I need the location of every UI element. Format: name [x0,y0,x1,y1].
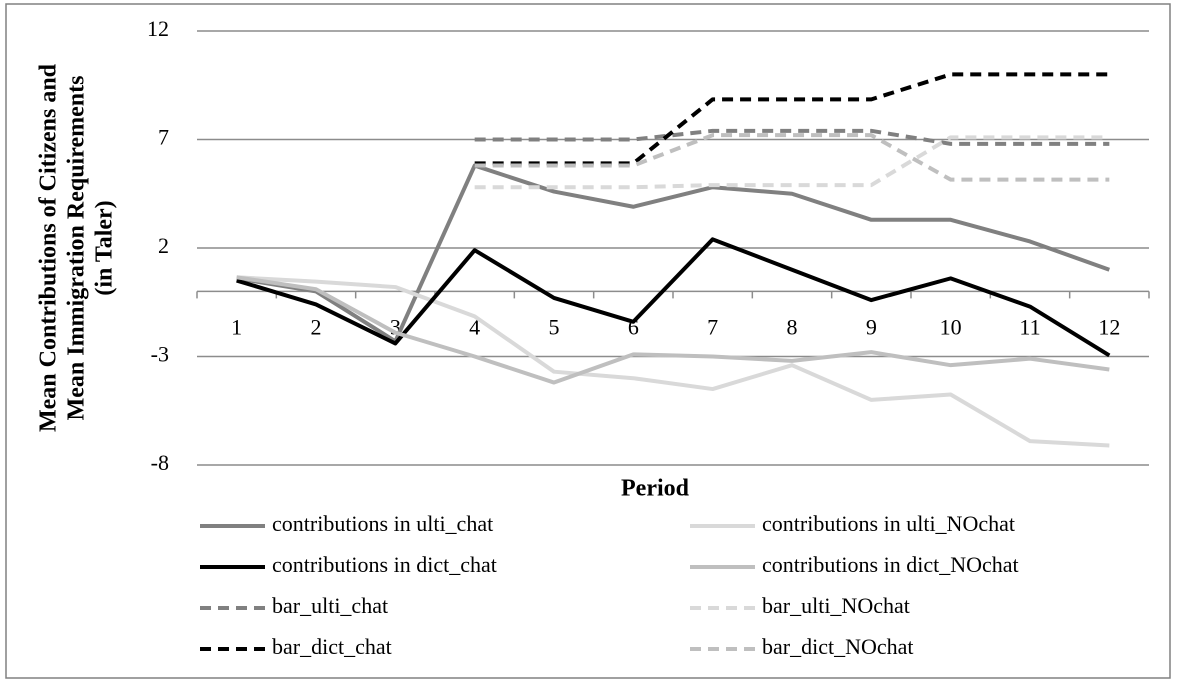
series-line [236,275,1110,385]
x-tick-label: 3 [390,314,401,339]
x-tick-label: 1 [231,314,242,339]
x-tick-label: 5 [549,314,560,339]
legend-label: bar_dict_NOchat [762,634,914,659]
x-tick-label: 6 [628,314,639,339]
legend-label: bar_ulti_chat [272,593,388,618]
x-tick-label: 11 [1019,314,1040,339]
x-tick-label: 4 [469,314,480,339]
legend-label: bar_dict_chat [272,634,392,659]
legend-label: bar_ulti_NOchat [762,593,910,618]
x-tick-label: 12 [1098,314,1120,339]
x-tick-label: 9 [866,314,877,339]
x-tick-label: 7 [707,314,718,339]
y-axis-label: Mean Contributions of Citizens and Mean I… [36,63,118,432]
y-axis-label-line: Mean Immigration Requirements [64,76,90,421]
x-axis-label: Period [621,476,690,502]
y-axis-label-line: (in Taler) [92,200,118,295]
series-line [474,133,1110,182]
x-tick-label: 10 [940,314,962,339]
series-line [236,163,1111,344]
series-line [236,237,1111,358]
y-axis-label-line: Mean Contributions of Citizens and [36,63,62,432]
y-tick-label: -8 [151,450,169,475]
legend-label: contributions in ulti_NOchat [762,511,1015,536]
x-tick-label: 8 [787,314,798,339]
series-line [474,128,1110,146]
series-line [474,135,1110,190]
legend-label: contributions in dict_NOchat [762,552,1019,577]
legend-label: contributions in dict_chat [272,552,497,577]
y-tick-label: 12 [147,16,169,41]
y-tick-label: 7 [158,125,169,150]
legend-label: contributions in ulti_chat [272,511,493,536]
x-tick-label: 2 [311,314,322,339]
series-line [236,275,1110,448]
y-tick-label: 2 [158,233,169,258]
y-tick-label: -3 [151,342,169,367]
